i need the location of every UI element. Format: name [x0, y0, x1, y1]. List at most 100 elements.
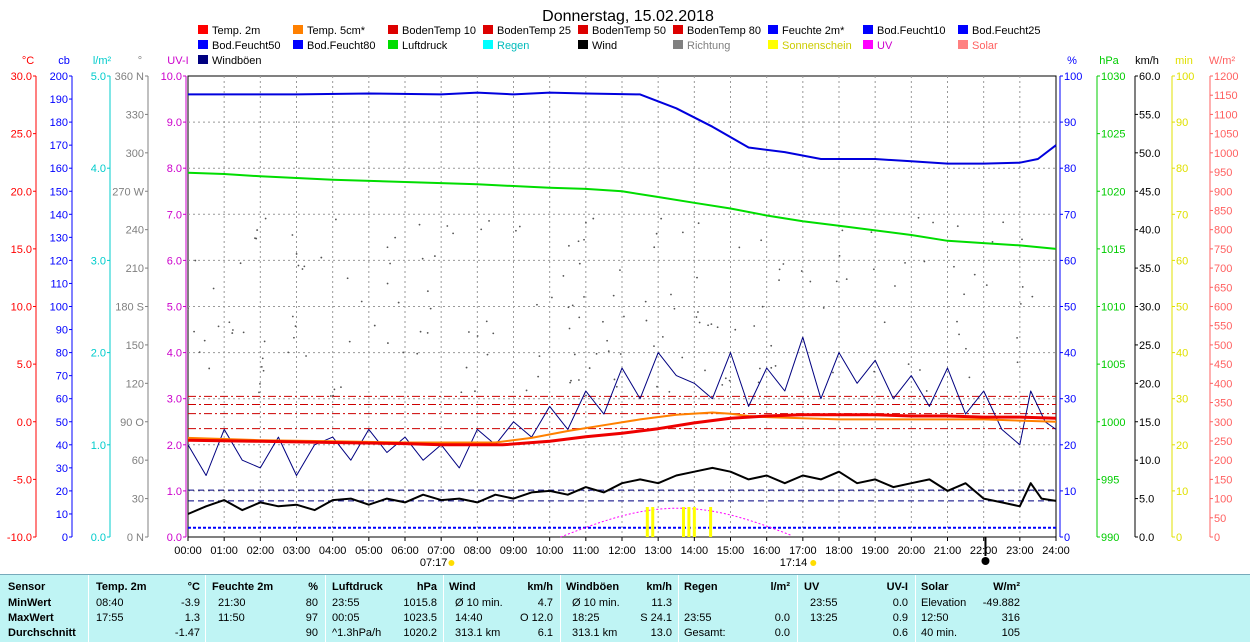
- direction-dot: [809, 280, 812, 283]
- direction-dot: [695, 316, 698, 318]
- direction-dot: [386, 282, 389, 285]
- direction-dot: [334, 218, 337, 221]
- direction-dot: [845, 278, 848, 281]
- left-tick-label-2-3: 2.0: [91, 348, 106, 360]
- direction-dot: [305, 355, 307, 357]
- left-tick-label-3-4: 240: [126, 225, 144, 237]
- sunset-label: 17:14: [780, 557, 808, 569]
- right-tick-label-3-7: 30: [1176, 394, 1188, 406]
- x-tick-label-18: 18:00: [825, 545, 853, 557]
- left-tick-label-0-1: 25.0: [11, 129, 32, 141]
- left-tick-label-3-6: 180 S: [115, 302, 144, 314]
- direction-dot: [340, 386, 342, 389]
- direction-dot: [474, 390, 476, 393]
- direction-dot: [578, 262, 581, 265]
- table-cell-press-time: 00:05: [332, 612, 360, 624]
- direction-dot: [872, 268, 875, 271]
- direction-dot: [800, 270, 803, 272]
- direction-dot: [263, 340, 266, 343]
- direction-dot: [907, 363, 910, 366]
- direction-dot: [208, 367, 211, 370]
- table-cell-gust-val: 13.0: [650, 627, 672, 639]
- direction-dot: [446, 225, 449, 227]
- direction-dot: [761, 305, 764, 308]
- right-tick-label-4-14: 500: [1214, 340, 1232, 352]
- direction-dot: [734, 328, 737, 331]
- right-tick-label-1-5: 1005: [1101, 359, 1125, 371]
- legend-swatch-5: [673, 25, 683, 34]
- left-tick-label-3-3: 270 W: [112, 186, 144, 198]
- left-tick-label-4-10: 0.0: [167, 532, 182, 544]
- direction-dot: [619, 269, 621, 272]
- direction-dot: [486, 353, 489, 356]
- left-tick-label-4-3: 7.0: [167, 209, 182, 221]
- right-tick-label-3-6: 40: [1176, 348, 1188, 360]
- direction-dot: [607, 350, 610, 353]
- left-tick-label-1-0: 200: [50, 71, 68, 83]
- table-cell-press-time: ^1.3hPa/h: [332, 627, 382, 639]
- table-cell-solar-val: 316: [1001, 612, 1020, 624]
- direction-dot: [588, 367, 591, 369]
- left-tick-label-1-9: 110: [50, 278, 68, 290]
- moon-icon: [981, 557, 990, 565]
- right-axis-unit-2: km/h: [1135, 55, 1159, 67]
- x-tick-label-3: 03:00: [283, 545, 311, 557]
- direction-dot: [578, 316, 581, 319]
- direction-dot: [619, 353, 622, 355]
- direction-dot: [419, 330, 422, 333]
- left-tick-label-1-1: 190: [50, 94, 68, 106]
- sunshine-bar-5: [709, 507, 713, 537]
- sunshine-bar-0: [645, 507, 649, 537]
- right-tick-label-2-3: 45.0: [1139, 186, 1160, 198]
- left-tick-label-1-7: 130: [50, 232, 68, 244]
- direction-dot: [724, 377, 727, 380]
- direction-dot: [697, 311, 699, 313]
- left-tick-label-1-16: 40: [56, 440, 68, 452]
- direction-dot: [297, 264, 300, 267]
- table-cell-wind-val: 4.7: [537, 597, 553, 609]
- series-marks: [187, 91, 1057, 538]
- direction-dot: [1021, 286, 1024, 288]
- table-cell-gust-time: 18:25: [572, 612, 600, 624]
- legend-label-6: Feuchte 2m*: [782, 25, 845, 37]
- legend-swatch-4: [578, 25, 588, 34]
- legend-label-13: Wind: [592, 40, 617, 52]
- hdr-gust-unit: km/h: [646, 581, 672, 593]
- direction-dot: [426, 290, 429, 293]
- right-tick-label-2-6: 30.0: [1139, 302, 1160, 314]
- direction-dot: [569, 381, 572, 384]
- direction-dot: [728, 379, 731, 382]
- table-cell-press-val: 1023.5: [403, 612, 437, 624]
- legend-swatch-16: [863, 40, 873, 49]
- direction-dot: [264, 217, 267, 220]
- direction-dot: [568, 327, 571, 330]
- right-tick-label-0-0: 100: [1064, 71, 1082, 83]
- legend-label-0: Temp. 2m: [212, 25, 260, 37]
- right-tick-label-4-17: 350: [1214, 398, 1232, 410]
- direction-dot: [198, 351, 201, 354]
- legend-swatch-18: [198, 55, 208, 64]
- table-cell-uv-val: 0.0: [892, 597, 908, 609]
- right-tick-label-4-8: 800: [1214, 225, 1232, 237]
- direction-dot: [515, 229, 517, 232]
- direction-dot: [476, 335, 479, 337]
- direction-dot: [661, 336, 664, 338]
- x-tick-label-12: 12:00: [608, 545, 636, 557]
- direction-dot: [452, 232, 455, 235]
- direction-dot: [873, 370, 876, 373]
- direction-dot: [991, 240, 994, 243]
- table-cell-rain-time: Gesamt:: [684, 627, 726, 639]
- right-axis-unit-0: %: [1067, 55, 1077, 67]
- legend-swatch-13: [578, 40, 588, 49]
- direction-dot: [668, 390, 671, 393]
- legend-swatch-10: [293, 40, 303, 49]
- direction-dot: [585, 394, 587, 397]
- direction-dot: [704, 369, 706, 372]
- right-tick-label-4-19: 250: [1214, 436, 1232, 448]
- table-cell-press-time: 23:55: [332, 597, 360, 609]
- direction-dot: [592, 217, 595, 220]
- direction-dot: [570, 379, 572, 382]
- table-cell-hum-time: 21:30: [218, 597, 246, 609]
- x-tick-label-24: 24:00: [1042, 545, 1070, 557]
- direction-dot: [536, 303, 538, 306]
